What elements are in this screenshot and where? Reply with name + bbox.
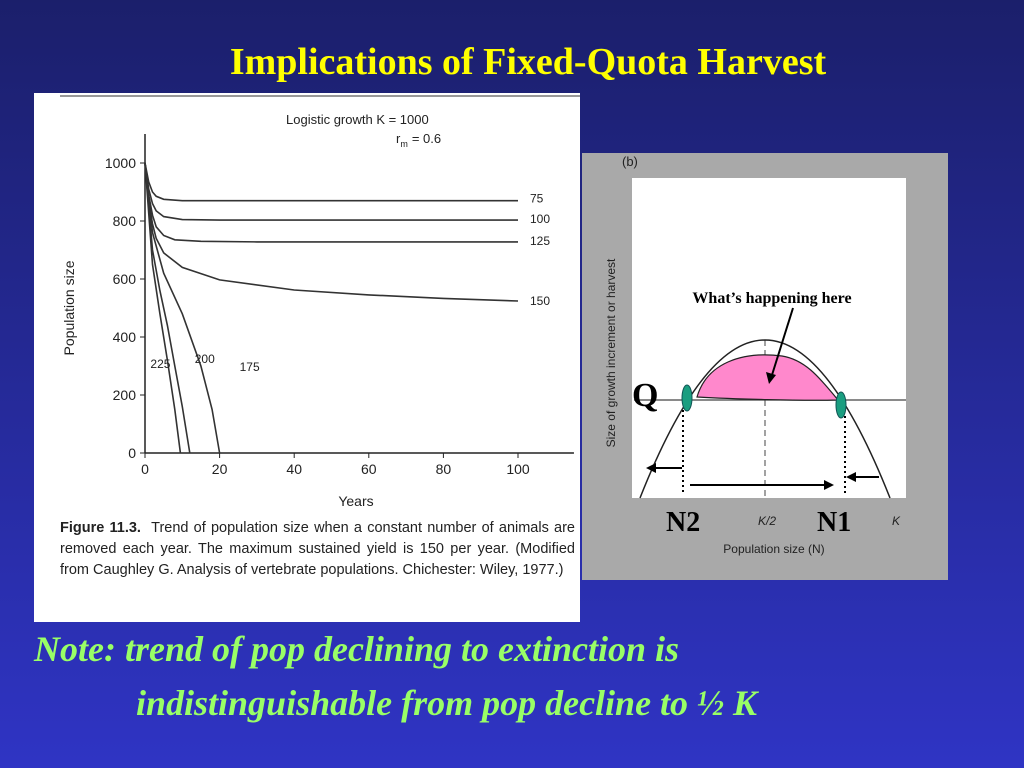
- series-label: 125: [530, 234, 550, 248]
- growth-curve: [639, 339, 891, 499]
- arrowhead: [824, 480, 834, 490]
- series-label: 200: [195, 352, 215, 366]
- annotation: = 0.6: [412, 131, 441, 146]
- series-label: 175: [240, 360, 260, 374]
- arrowhead: [646, 463, 656, 473]
- note-line: indistinguishable from pop decline to ½ …: [136, 683, 758, 723]
- figure-left: Logistic growth K = 1000 rm = 0.6 Populat…: [34, 93, 580, 622]
- y-tick-label: 600: [113, 271, 137, 287]
- series-line: [144, 162, 182, 454]
- y-tick-label: 400: [113, 329, 137, 345]
- figure-caption: Figure 11.3. Trend of population size wh…: [60, 518, 575, 581]
- x-tick-label: 100: [506, 461, 530, 477]
- x-tick-label: 60: [361, 461, 377, 477]
- arrowhead: [846, 472, 856, 482]
- n1-label: N1: [817, 507, 851, 538]
- y-tick-label: 200: [113, 387, 137, 403]
- x-axis-label: Years: [338, 493, 373, 509]
- y-axis-label: Size of growth increment or harvest: [604, 258, 618, 447]
- series-line: [144, 162, 518, 202]
- slide-title: Implications of Fixed-Quota Harvest: [229, 41, 827, 83]
- n1-point: [835, 391, 847, 419]
- y-axis-label: Population size: [61, 260, 77, 355]
- y-tick-label: 0: [128, 445, 136, 461]
- series-label: 150: [530, 294, 550, 308]
- k-half-label: K/2: [758, 514, 776, 528]
- x-tick-label: 40: [286, 461, 302, 477]
- x-tick-label: 80: [436, 461, 452, 477]
- annotation: r: [396, 131, 401, 146]
- series-line: [144, 162, 191, 454]
- y-tick-label: 800: [113, 213, 137, 229]
- x-tick-label: 0: [141, 461, 149, 477]
- series-label: 100: [530, 212, 550, 226]
- caption-text: Trend of population size when a constant…: [60, 520, 576, 578]
- plot-bg: [632, 178, 906, 498]
- series-label: 75: [530, 192, 544, 206]
- caption-label: Figure 11.3.: [60, 520, 141, 536]
- series-line: [144, 162, 518, 243]
- figure-right: (b) Size of growth increment or harvest …: [582, 153, 948, 580]
- callout: What’s happening here: [692, 290, 851, 307]
- x-tick-label: 20: [212, 461, 228, 477]
- series-line: [144, 162, 221, 454]
- arrowhead: [766, 372, 776, 384]
- n2-label: N2: [666, 507, 700, 538]
- q-label: Q: [632, 377, 658, 414]
- n2-point: [681, 384, 693, 412]
- panel-label: (b): [622, 154, 638, 169]
- y-tick-label: 1000: [105, 155, 136, 171]
- annotation: m: [400, 139, 408, 149]
- annotation: rm = 0.6: [396, 131, 441, 149]
- k-label: K: [892, 514, 901, 528]
- series-line: [144, 162, 518, 221]
- series-label: 225: [150, 357, 170, 371]
- annotation: Logistic growth K = 1000: [286, 112, 429, 127]
- note-line: Note: trend of pop declining to extincti…: [34, 629, 679, 669]
- callout-arrow: [771, 307, 794, 376]
- x-axis-label: Population size (N): [723, 542, 824, 556]
- series-line: [144, 162, 519, 302]
